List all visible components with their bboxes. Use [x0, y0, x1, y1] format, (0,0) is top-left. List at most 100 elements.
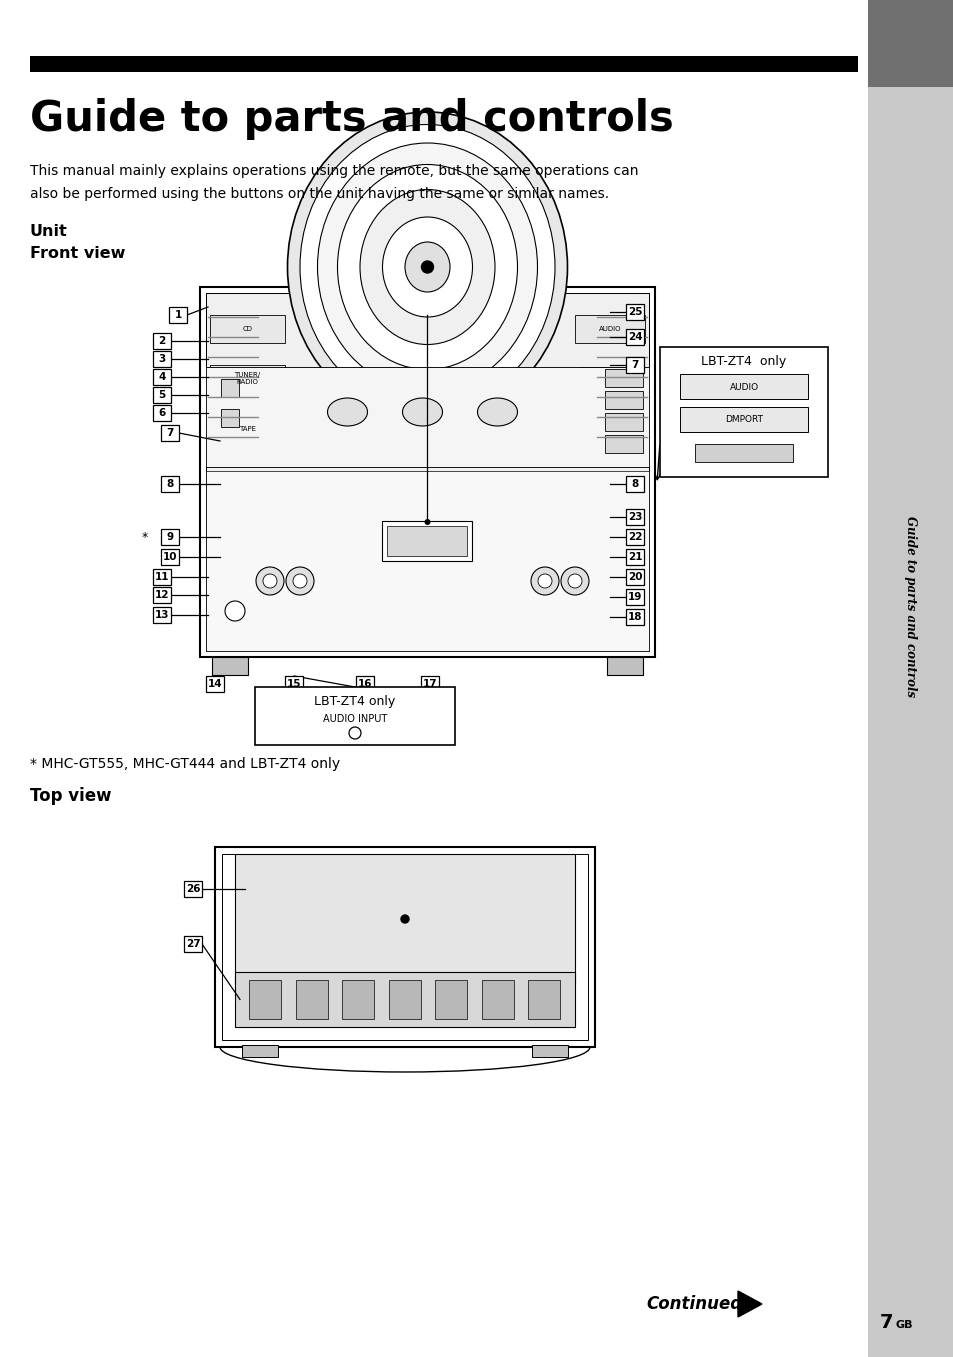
Bar	[206, 293, 648, 558]
Text: AUDIO: AUDIO	[598, 326, 620, 332]
Bar	[625, 476, 643, 493]
Bar	[250, 980, 281, 1019]
Text: 18: 18	[627, 612, 641, 622]
Bar	[625, 569, 643, 585]
Bar	[389, 980, 420, 1019]
Ellipse shape	[337, 164, 517, 369]
Bar	[210, 415, 285, 442]
Text: 26: 26	[186, 883, 200, 894]
Bar	[254, 687, 455, 745]
Bar	[606, 657, 642, 674]
Polygon shape	[738, 1291, 761, 1318]
Bar	[625, 529, 643, 546]
Ellipse shape	[405, 242, 450, 292]
Text: 10: 10	[163, 552, 177, 562]
Bar	[695, 444, 792, 461]
Bar	[214, 847, 595, 1048]
Text: 17: 17	[422, 678, 436, 689]
Bar	[152, 351, 171, 366]
Bar	[382, 521, 472, 560]
Text: TAPE: TAPE	[239, 426, 255, 432]
Bar	[604, 436, 642, 453]
Bar	[625, 328, 643, 345]
Bar	[604, 369, 642, 387]
Bar	[625, 304, 643, 320]
Text: 4: 4	[158, 372, 166, 383]
Bar	[435, 980, 467, 1019]
Text: 9: 9	[166, 532, 173, 541]
Text: 14: 14	[208, 678, 222, 689]
Bar	[625, 509, 643, 525]
Bar	[169, 307, 187, 323]
Bar	[210, 315, 285, 343]
Bar	[206, 293, 648, 651]
Bar	[295, 980, 328, 1019]
Bar	[221, 408, 239, 427]
Text: Unit: Unit	[30, 224, 68, 239]
Bar	[212, 657, 248, 674]
Text: AUDIO: AUDIO	[729, 383, 758, 392]
Bar	[342, 980, 375, 1019]
Bar	[867, 0, 953, 87]
Text: TUNER/
RADIO: TUNER/ RADIO	[234, 373, 260, 385]
Text: 8: 8	[631, 479, 638, 489]
Ellipse shape	[287, 113, 567, 422]
Bar	[625, 609, 643, 626]
Bar	[481, 980, 514, 1019]
Text: Continued: Continued	[645, 1295, 741, 1314]
Bar	[528, 980, 560, 1019]
Bar	[161, 550, 179, 565]
Text: 8: 8	[166, 479, 173, 489]
Text: 12: 12	[154, 590, 169, 600]
Bar	[387, 527, 467, 556]
Bar	[355, 676, 374, 692]
Text: 3: 3	[158, 354, 166, 364]
Text: 1: 1	[174, 309, 181, 320]
Bar	[200, 286, 655, 657]
Text: 6: 6	[158, 408, 166, 418]
Text: 7: 7	[166, 427, 173, 438]
Text: 7: 7	[631, 360, 638, 370]
Ellipse shape	[327, 398, 367, 426]
Bar	[152, 607, 171, 623]
Circle shape	[263, 574, 276, 588]
Ellipse shape	[382, 217, 472, 318]
Text: 20: 20	[627, 573, 641, 582]
Text: AUDIO INPUT: AUDIO INPUT	[322, 714, 387, 725]
Text: Guide to parts and controls: Guide to parts and controls	[30, 98, 673, 140]
Bar	[206, 366, 648, 467]
Text: LBT-ZT4  only: LBT-ZT4 only	[700, 356, 786, 369]
Ellipse shape	[477, 398, 517, 426]
Text: *: *	[142, 531, 148, 544]
Text: 7: 7	[879, 1312, 893, 1331]
Text: 21: 21	[627, 552, 641, 562]
Text: Front view: Front view	[30, 246, 125, 261]
Text: 11: 11	[154, 573, 169, 582]
Bar	[206, 676, 224, 692]
Circle shape	[537, 574, 552, 588]
Ellipse shape	[402, 398, 442, 426]
Circle shape	[225, 601, 245, 622]
Bar	[161, 529, 179, 546]
Bar	[575, 315, 644, 343]
Bar	[222, 854, 587, 1039]
Text: DMPORT: DMPORT	[724, 415, 762, 425]
Text: CD: CD	[242, 326, 253, 332]
Bar	[152, 404, 171, 421]
Text: 16: 16	[357, 678, 372, 689]
Text: LBT-ZT4 only: LBT-ZT4 only	[314, 695, 395, 707]
Text: 5: 5	[158, 389, 166, 400]
Bar	[234, 972, 575, 1027]
Bar	[152, 332, 171, 349]
Text: 15: 15	[287, 678, 301, 689]
Bar	[30, 56, 857, 72]
Ellipse shape	[317, 142, 537, 391]
Text: 27: 27	[186, 939, 200, 949]
Circle shape	[400, 915, 409, 923]
Bar	[625, 357, 643, 373]
Text: 25: 25	[627, 307, 641, 318]
Text: 23: 23	[627, 512, 641, 522]
Circle shape	[421, 261, 433, 273]
Bar	[679, 407, 807, 432]
Bar	[242, 1045, 277, 1057]
